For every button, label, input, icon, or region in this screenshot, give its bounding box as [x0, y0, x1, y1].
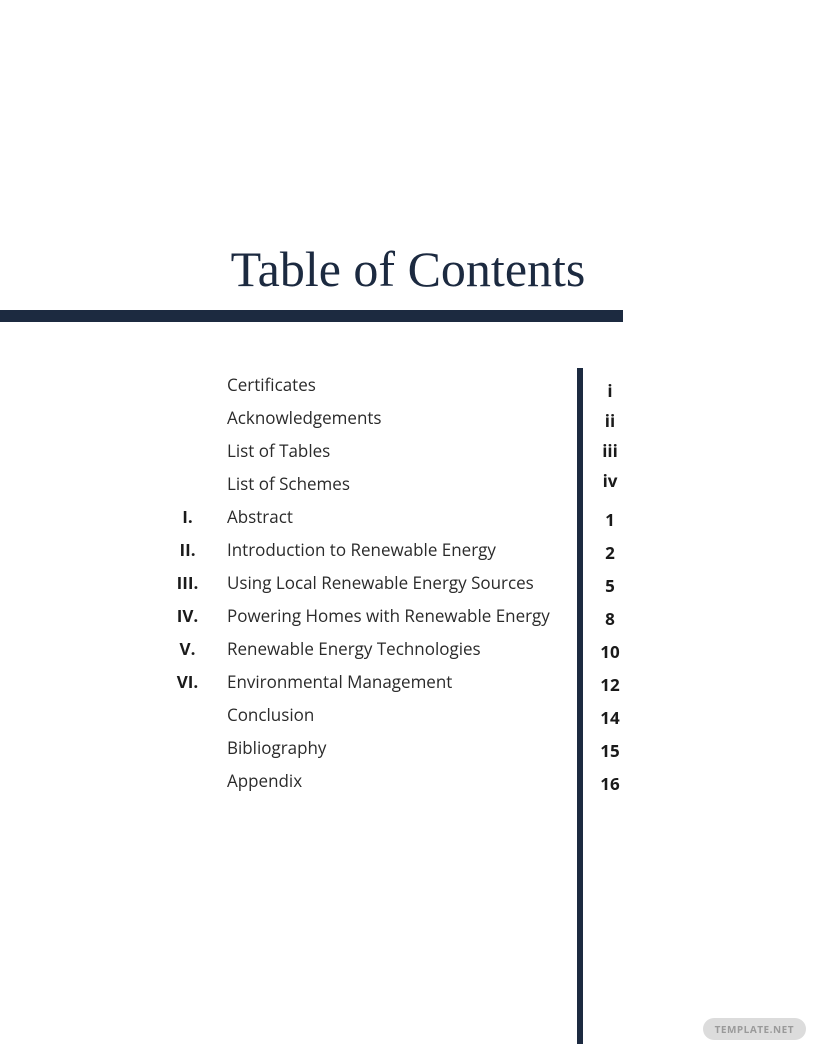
toc-row: V. Renewable Energy Technologies — [160, 632, 640, 665]
page-number-column: i ii iii iv 1 2 5 8 10 12 14 15 16 — [590, 376, 630, 799]
chapter-number: II. — [160, 538, 215, 561]
toc-entry: Powering Homes with Renewable Energy — [215, 604, 640, 627]
page-number: iv — [590, 466, 630, 496]
toc-entry: Appendix — [215, 769, 640, 792]
toc-row: Appendix — [160, 764, 640, 797]
chapter-number: V. — [160, 637, 215, 660]
toc-entry: Bibliography — [215, 736, 640, 759]
toc-row: Conclusion — [160, 698, 640, 731]
toc-entry: Renewable Energy Technologies — [215, 637, 640, 660]
toc-entry: Acknowledgements — [215, 406, 640, 429]
page-number: 5 — [590, 571, 630, 601]
toc-row: III. Using Local Renewable Energy Source… — [160, 566, 640, 599]
toc-row: I. Abstract — [160, 500, 640, 533]
toc-entry: List of Schemes — [215, 472, 640, 495]
horizontal-rule — [0, 310, 623, 322]
toc-entry: Certificates — [215, 373, 640, 396]
toc-entry: Environmental Management — [215, 670, 640, 693]
chapter-number: VI. — [160, 670, 215, 693]
toc-entry: Introduction to Renewable Energy — [215, 538, 640, 561]
page-number: ii — [590, 406, 630, 436]
page-number: 2 — [590, 538, 630, 568]
page-number: 1 — [590, 505, 630, 535]
page-number: 10 — [590, 637, 630, 667]
toc-row: II. Introduction to Renewable Energy — [160, 533, 640, 566]
chapter-number: III. — [160, 571, 215, 594]
page-number: 16 — [590, 769, 630, 799]
watermark-badge: TEMPLATE.NET — [703, 1018, 806, 1040]
page-title: Table of Contents — [0, 240, 816, 298]
toc-row: Certificates — [160, 368, 640, 401]
toc-row: VI. Environmental Management — [160, 665, 640, 698]
toc-row: Bibliography — [160, 731, 640, 764]
toc-row: IV. Powering Homes with Renewable Energy — [160, 599, 640, 632]
page-number: i — [590, 376, 630, 406]
page-number: iii — [590, 436, 630, 466]
page-number: 8 — [590, 604, 630, 634]
toc-entry: Abstract — [215, 505, 640, 528]
chapter-number: I. — [160, 505, 215, 528]
toc-entry: List of Tables — [215, 439, 640, 462]
toc-row: List of Tables — [160, 434, 640, 467]
page-number: 14 — [590, 703, 630, 733]
toc-entry: Using Local Renewable Energy Sources — [215, 571, 640, 594]
page-number: 12 — [590, 670, 630, 700]
page-number: 15 — [590, 736, 630, 766]
toc-row: Acknowledgements — [160, 401, 640, 434]
toc-row: List of Schemes — [160, 467, 640, 500]
toc-entry: Conclusion — [215, 703, 640, 726]
chapter-number: IV. — [160, 604, 215, 627]
toc-table: Certificates Acknowledgements List of Ta… — [160, 368, 640, 797]
